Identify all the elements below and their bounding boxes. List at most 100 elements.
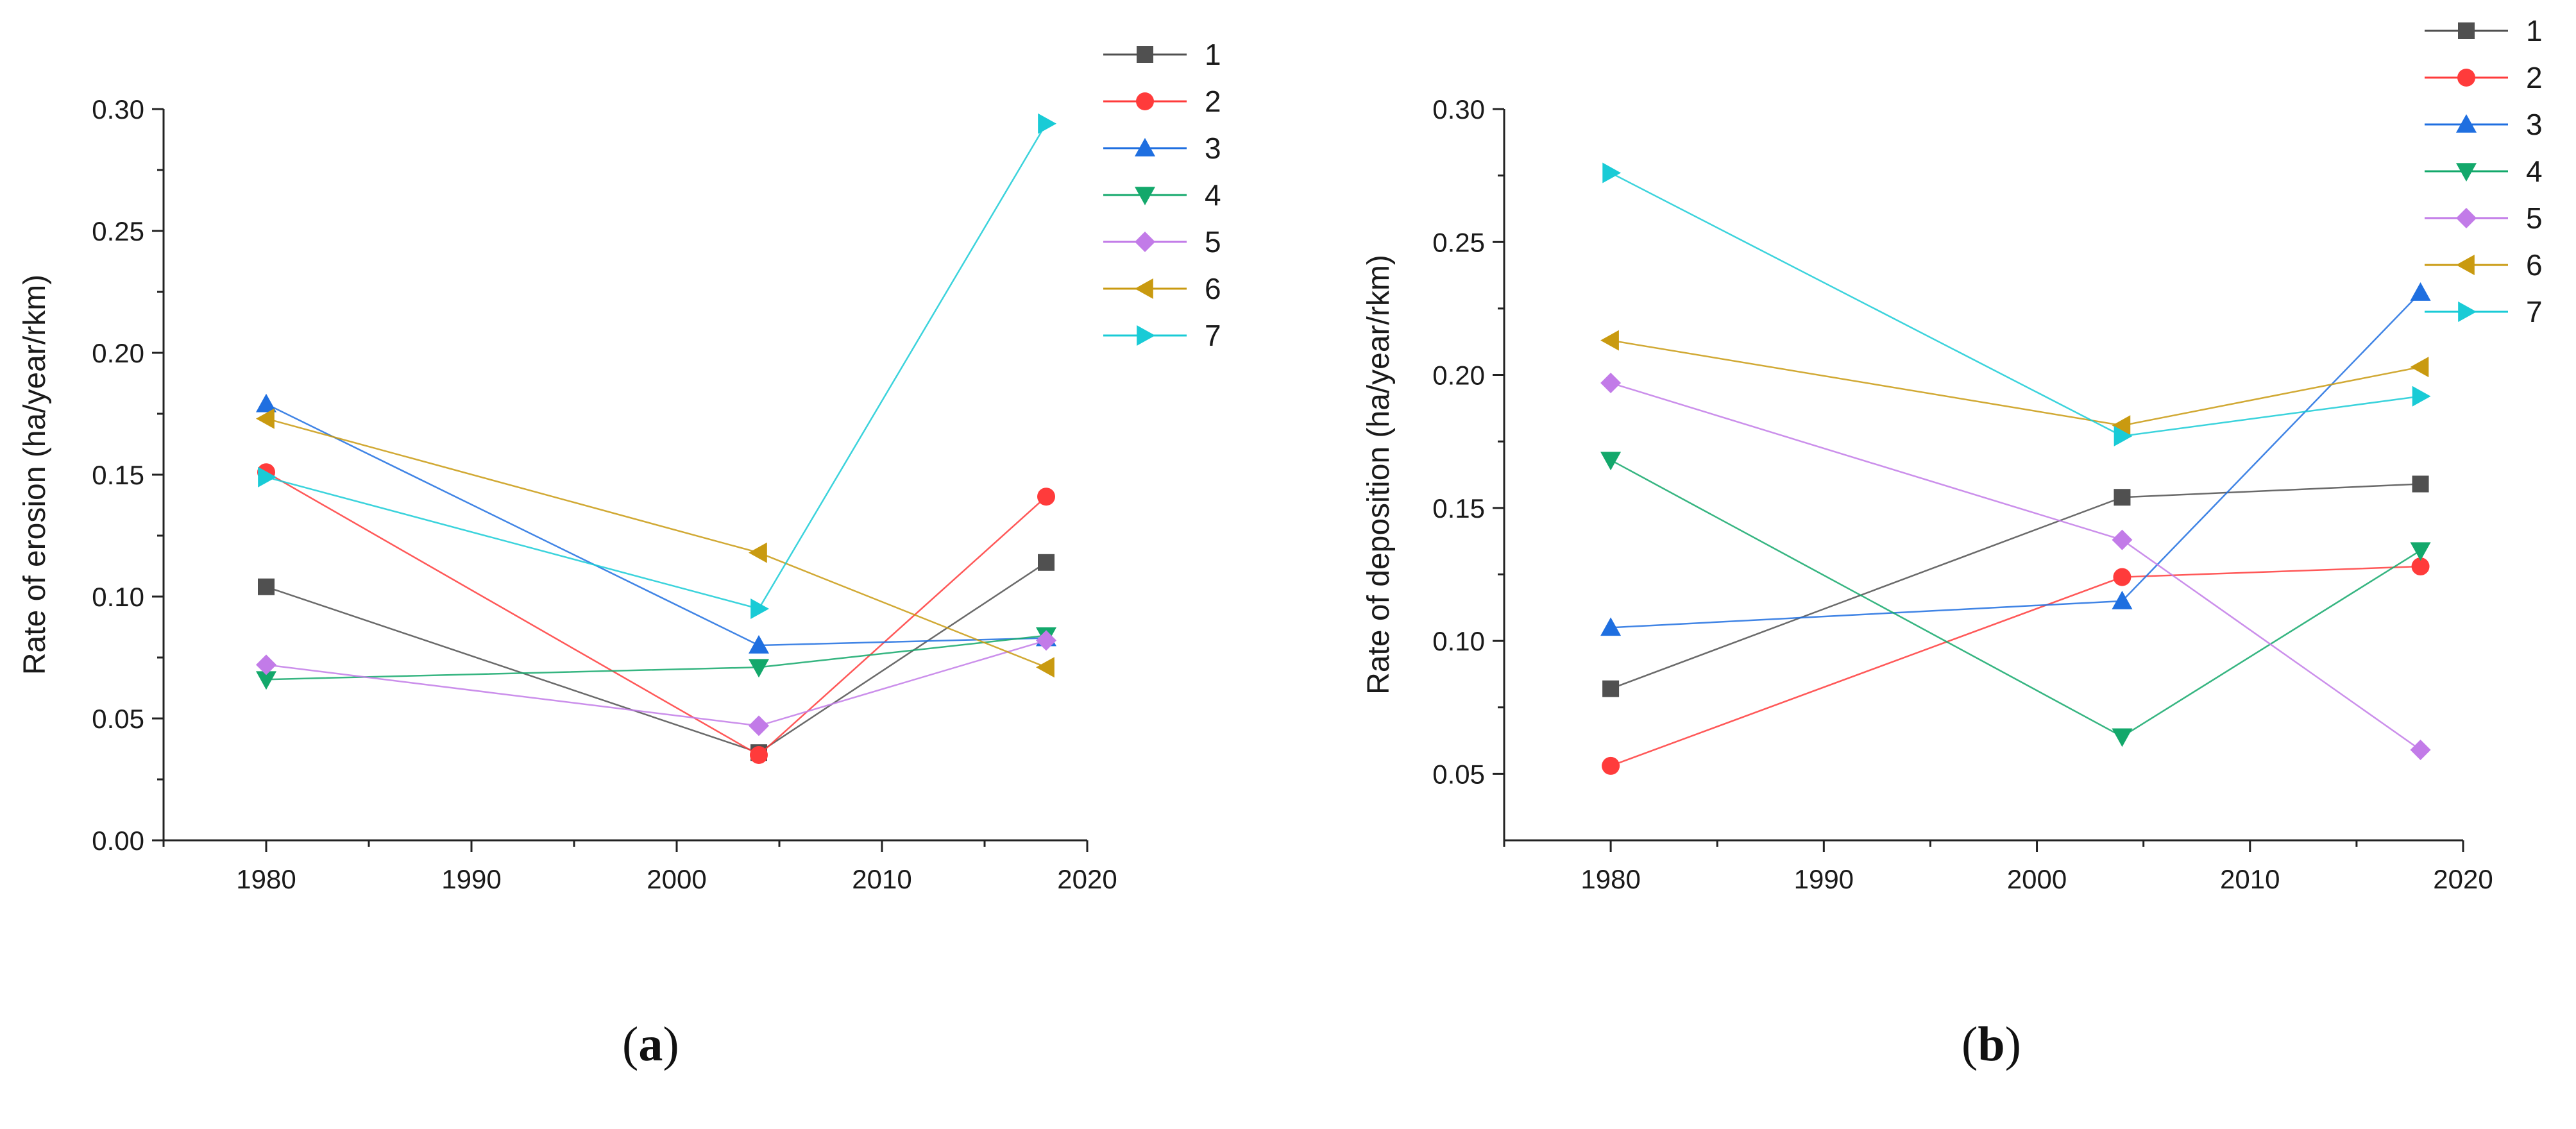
legend-entry-a-7: 7 [1103, 319, 1221, 352]
data-point-b-5-2004 [2112, 529, 2133, 550]
data-point-b-7-2018 [2412, 386, 2431, 407]
y-tick-label-b-4: 0.25 [1432, 227, 1485, 257]
legend-entry-b-2: 2 [2425, 61, 2543, 94]
legend-marker-a-5 [1135, 232, 1155, 252]
data-point-a-6-2018 [1036, 657, 1055, 678]
data-point-b-6-1980 [1600, 330, 1619, 351]
legend-marker-b-4 [2456, 163, 2477, 182]
chart-panel-a: 0.00 0.05 0.10 0.15 0.20 0.25 0.30 1980 1990 2000… [18, 38, 1221, 894]
x-tick-label-a-1: 1990 [441, 864, 501, 894]
legend-label-b-3: 3 [2526, 108, 2543, 141]
panel-label-a-letter: a [638, 1017, 663, 1071]
data-point-a-2-2018 [1037, 488, 1055, 506]
legend-label-b-1: 1 [2526, 14, 2543, 47]
legend-marker-a-1 [1137, 46, 1153, 63]
data-point-a-1-2018 [1038, 554, 1055, 571]
legend-label-a-2: 2 [1205, 85, 1221, 118]
data-point-b-3-2018 [2410, 282, 2431, 301]
data-point-a-4-2004 [749, 659, 769, 678]
y-tick-label-a-2: 0.10 [92, 582, 144, 612]
data-point-a-1-1980 [258, 578, 275, 595]
legend-entry-a-6: 6 [1103, 272, 1221, 305]
data-point-b-2-2018 [2411, 557, 2430, 576]
legend-label-a-6: 6 [1205, 272, 1221, 305]
legend-entry-a-2: 2 [1103, 85, 1221, 118]
chart-panel-b: 0.05 0.10 0.15 0.20 0.25 0.30 1980 1990 2000 2010… [1362, 14, 2543, 894]
legend-entry-b-4: 4 [2425, 155, 2543, 188]
legend-marker-b-7 [2458, 301, 2477, 322]
x-tick-label-b-1: 1990 [1794, 864, 1854, 894]
legend-entry-b-7: 7 [2425, 295, 2543, 328]
legend-entry-a-3: 3 [1103, 132, 1221, 165]
series-line-b-3 [1611, 292, 2421, 629]
legend-label-b-6: 6 [2526, 248, 2543, 282]
legend-marker-a-6 [1135, 278, 1153, 299]
legend-label-a-4: 4 [1205, 178, 1221, 212]
data-point-a-5-2004 [749, 715, 769, 736]
data-point-b-2-2004 [2113, 568, 2131, 586]
legend-marker-a-3 [1135, 138, 1155, 157]
data-point-b-4-2018 [2410, 542, 2431, 561]
legend-marker-a-7 [1137, 325, 1155, 346]
legend-label-b-7: 7 [2526, 295, 2543, 328]
data-point-b-7-1980 [1602, 162, 1622, 183]
data-point-b-1-1980 [1602, 680, 1620, 697]
data-point-a-3-1980 [256, 393, 276, 412]
x-tick-label-b-2: 2000 [2007, 864, 2067, 894]
legend-label-b-4: 4 [2526, 155, 2543, 188]
y-tick-label-b-0: 0.05 [1432, 759, 1485, 789]
data-point-b-2-1980 [1602, 756, 1620, 775]
legend-marker-b-1 [2458, 22, 2475, 39]
data-point-b-1-2004 [2114, 489, 2131, 506]
legend-label-a-7: 7 [1205, 319, 1221, 352]
data-point-a-6-1980 [256, 408, 275, 429]
series-line-b-7 [1610, 172, 2421, 437]
series-line-b-4 [1610, 459, 2421, 738]
legend-label-a-1: 1 [1205, 38, 1221, 71]
x-tick-label-a-2: 2000 [647, 864, 706, 894]
data-point-b-4-1980 [1600, 452, 1622, 471]
series-line-b-2 [1610, 565, 2421, 767]
x-tick-label-a-0: 1980 [236, 864, 296, 894]
legend-marker-b-2 [2457, 69, 2475, 87]
data-point-b-3-2004 [2112, 590, 2133, 609]
x-tick-label-a-3: 2010 [852, 864, 911, 894]
data-point-a-5-1980 [256, 654, 276, 675]
series-line-b-1 [1610, 483, 2421, 690]
panel-label-a: (a) [622, 1017, 679, 1071]
legend-entry-a-5: 5 [1103, 225, 1221, 259]
data-point-a-3-2004 [749, 635, 769, 654]
series-line-a-4 [266, 634, 1047, 681]
series-line-a-6 [266, 418, 1047, 668]
legend-label-a-3: 3 [1205, 132, 1221, 165]
x-tick-label-b-3: 2010 [2220, 864, 2280, 894]
legend-marker-a-4 [1135, 187, 1155, 205]
x-tick-label-b-4: 2020 [2433, 864, 2493, 894]
series-line-a-5 [266, 640, 1047, 727]
data-point-a-7-2004 [750, 598, 769, 619]
series-line-b-5 [1610, 382, 2421, 751]
legend-entry-b-3: 3 [2425, 108, 2543, 141]
y-tick-label-a-1: 0.05 [92, 704, 144, 734]
y-tick-label-b-5: 0.30 [1432, 94, 1485, 124]
legend-entry-a-1: 1 [1103, 38, 1221, 71]
y-tick-label-b-2: 0.15 [1432, 493, 1485, 523]
data-point-a-7-2018 [1038, 113, 1056, 134]
legend-entry-a-4: 4 [1103, 178, 1221, 212]
data-point-b-7-2004 [2114, 425, 2133, 446]
legend-marker-a-2 [1136, 92, 1154, 110]
y-axis-label-b: Rate of deposition (ha/year/rkm) [1362, 255, 1396, 695]
data-point-a-7-1980 [258, 466, 276, 488]
legend-label-a-5: 5 [1205, 225, 1221, 259]
y-tick-label-a-6: 0.30 [92, 94, 144, 124]
x-tick-label-b-0: 1980 [1580, 864, 1640, 894]
legend-marker-b-3 [2456, 114, 2477, 133]
y-tick-label-b-3: 0.20 [1432, 361, 1485, 391]
x-tick-label-a-4: 2020 [1057, 864, 1117, 894]
data-point-a-5-2018 [1036, 630, 1056, 651]
y-tick-label-a-3: 0.15 [92, 460, 144, 490]
data-point-b-3-1980 [1600, 617, 1622, 636]
y-tick-label-b-1: 0.10 [1432, 626, 1485, 656]
legend-marker-b-6 [2456, 255, 2475, 275]
